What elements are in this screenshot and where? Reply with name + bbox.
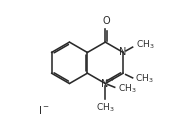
Text: N: N: [119, 47, 126, 57]
Text: O: O: [103, 16, 110, 26]
Text: CH$_3$: CH$_3$: [118, 83, 137, 95]
Text: $^+$: $^+$: [108, 77, 115, 86]
Text: I$^-$: I$^-$: [38, 104, 50, 116]
Text: CH$_3$: CH$_3$: [136, 39, 155, 51]
Text: CH$_3$: CH$_3$: [135, 73, 154, 85]
Text: N: N: [101, 79, 108, 89]
Text: CH$_3$: CH$_3$: [96, 102, 115, 114]
